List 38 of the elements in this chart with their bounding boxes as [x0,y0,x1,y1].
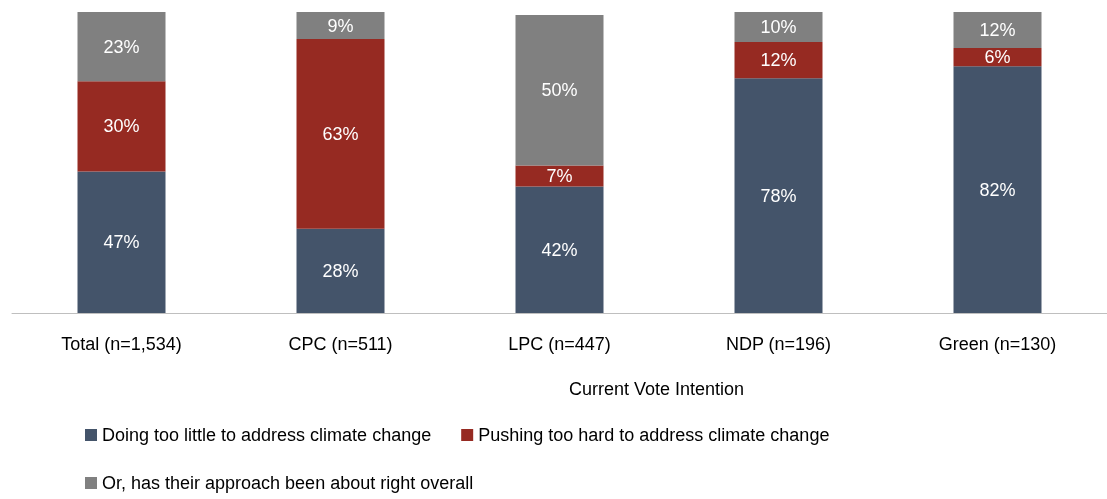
data-label: 50% [541,80,578,101]
data-label: 10% [760,17,797,38]
x-tick-label: Green (n=130) [938,334,1057,354]
bar [77,12,166,82]
legend-label: Pushing too hard to address climate change [478,425,830,445]
bar [515,15,604,166]
x-tick-label: NDP (n=196) [725,334,832,354]
bar [734,78,823,313]
legend-label: Or, has their approach been about right overall [102,473,474,493]
data-label: 82% [979,179,1016,200]
legend-label: Doing too little to address climate change [102,425,432,445]
x-tick-label: CPC (n=511) [288,334,393,354]
bar [515,186,604,313]
data-label: 47% [103,232,140,253]
x-tick-label: Total (n=1,534) [61,334,182,354]
bar [296,39,385,229]
data-label: 78% [760,185,797,206]
bar [77,81,166,172]
data-label: 30% [103,116,140,137]
bar [953,66,1042,313]
data-label: 28% [322,260,359,281]
bar [296,228,385,313]
bar [953,12,1042,49]
data-label: 42% [541,239,578,260]
data-label: 9% [327,15,354,36]
data-label: 63% [322,123,359,144]
x-tick-label: LPC (n=447) [508,334,611,354]
bar [734,12,823,43]
bar [296,12,385,40]
bar [515,165,604,187]
data-label: 7% [546,166,573,187]
x-axis-title: Current Vote Intention [569,379,745,399]
data-label: 12% [979,20,1016,41]
data-label: 12% [760,50,797,71]
bar [734,42,823,79]
data-label: 23% [103,36,140,57]
data-label: 6% [984,47,1011,68]
bar [77,171,166,313]
